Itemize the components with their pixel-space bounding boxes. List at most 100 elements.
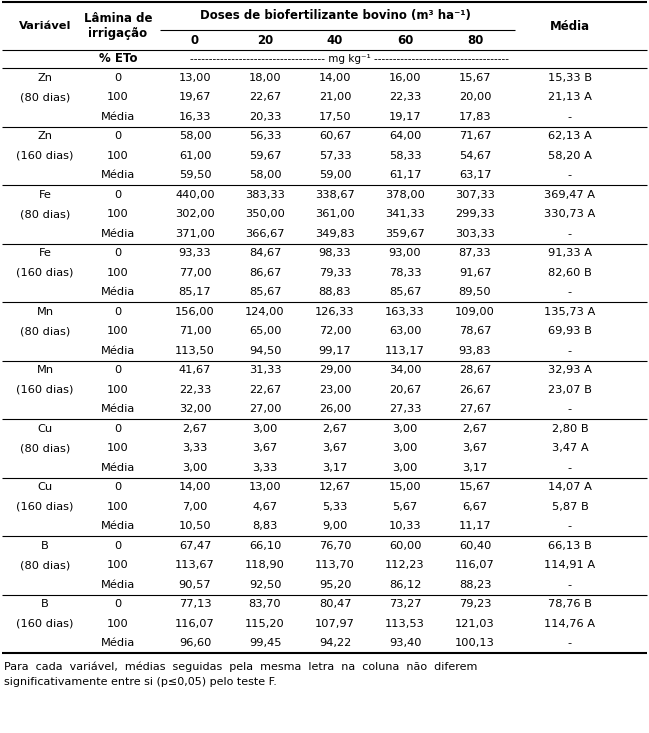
Text: 113,70: 113,70 — [315, 560, 355, 570]
Text: 5,67: 5,67 — [393, 502, 417, 512]
Text: 3,67: 3,67 — [323, 443, 348, 453]
Text: 2,67: 2,67 — [463, 424, 487, 434]
Text: 100: 100 — [107, 151, 129, 161]
Text: 0: 0 — [114, 424, 121, 434]
Text: 371,00: 371,00 — [175, 229, 215, 239]
Text: Variável: Variável — [19, 21, 71, 31]
Text: 0: 0 — [114, 482, 121, 493]
Text: 302,00: 302,00 — [175, 209, 215, 219]
Text: (160 dias): (160 dias) — [16, 619, 74, 629]
Text: 118,90: 118,90 — [245, 560, 285, 570]
Text: 0: 0 — [114, 306, 121, 317]
Text: (160 dias): (160 dias) — [16, 151, 74, 161]
Text: 341,33: 341,33 — [385, 209, 425, 219]
Text: 156,00: 156,00 — [175, 306, 215, 317]
Text: 100: 100 — [107, 92, 129, 102]
Text: % ETo: % ETo — [99, 53, 137, 65]
Text: Cu: Cu — [38, 482, 53, 493]
Text: 0: 0 — [114, 365, 121, 375]
Text: 0: 0 — [114, 190, 121, 200]
Text: 6,67: 6,67 — [463, 502, 487, 512]
Text: 78,76 B: 78,76 B — [548, 600, 592, 609]
Text: 100,13: 100,13 — [455, 638, 495, 648]
Text: 77,00: 77,00 — [178, 268, 212, 278]
Text: 31,33: 31,33 — [249, 365, 281, 375]
Text: 93,00: 93,00 — [389, 248, 421, 258]
Text: 56,33: 56,33 — [249, 131, 281, 141]
Text: 349,83: 349,83 — [315, 229, 355, 239]
Text: 9,00: 9,00 — [323, 521, 348, 531]
Text: 20,67: 20,67 — [389, 385, 421, 395]
Text: Média: Média — [101, 229, 135, 239]
Text: Para  cada  variável,  médias  seguidas  pela  mesma  letra  na  coluna  não  di: Para cada variável, médias seguidas pela… — [4, 661, 478, 671]
Text: 112,23: 112,23 — [386, 560, 425, 570]
Text: (80 dias): (80 dias) — [20, 560, 70, 570]
Text: 26,00: 26,00 — [319, 405, 351, 414]
Text: Média: Média — [101, 111, 135, 122]
Text: 59,50: 59,50 — [178, 170, 212, 180]
Text: 113,17: 113,17 — [385, 346, 425, 356]
Text: 90,57: 90,57 — [178, 580, 212, 590]
Text: 163,33: 163,33 — [385, 306, 425, 317]
Text: 3,17: 3,17 — [323, 463, 348, 473]
Text: Média: Média — [101, 287, 135, 298]
Text: 359,67: 359,67 — [385, 229, 425, 239]
Text: 3,33: 3,33 — [252, 463, 278, 473]
Text: 3,00: 3,00 — [392, 443, 418, 453]
Text: 76,70: 76,70 — [319, 541, 351, 550]
Text: -: - — [568, 580, 572, 590]
Text: 361,00: 361,00 — [315, 209, 355, 219]
Text: 0: 0 — [114, 541, 121, 550]
Text: 71,67: 71,67 — [459, 131, 491, 141]
Text: 20,33: 20,33 — [249, 111, 281, 122]
Text: 3,00: 3,00 — [392, 463, 418, 473]
Text: -: - — [568, 287, 572, 298]
Text: 107,97: 107,97 — [315, 619, 355, 629]
Text: Média: Média — [101, 580, 135, 590]
Text: 116,07: 116,07 — [455, 560, 495, 570]
Text: -: - — [568, 229, 572, 239]
Text: 93,33: 93,33 — [178, 248, 212, 258]
Text: 22,33: 22,33 — [389, 92, 421, 102]
Text: 98,33: 98,33 — [319, 248, 351, 258]
Text: 440,00: 440,00 — [175, 190, 215, 200]
Text: 15,67: 15,67 — [459, 73, 491, 83]
Text: 2,67: 2,67 — [182, 424, 208, 434]
Text: 27,67: 27,67 — [459, 405, 491, 414]
Text: 58,33: 58,33 — [389, 151, 421, 161]
Text: 0: 0 — [114, 248, 121, 258]
Text: 77,13: 77,13 — [178, 600, 212, 609]
Text: -: - — [568, 463, 572, 473]
Text: 5,87 B: 5,87 B — [552, 502, 589, 512]
Text: 16,00: 16,00 — [389, 73, 421, 83]
Text: significativamente entre si (p≤0,05) pelo teste F.: significativamente entre si (p≤0,05) pel… — [4, 677, 277, 687]
Text: Fe: Fe — [38, 248, 51, 258]
Text: 22,67: 22,67 — [249, 385, 281, 395]
Text: 11,17: 11,17 — [459, 521, 491, 531]
Text: B: B — [41, 600, 49, 609]
Text: 22,67: 22,67 — [249, 92, 281, 102]
Text: 113,67: 113,67 — [175, 560, 215, 570]
Text: -: - — [568, 346, 572, 356]
Text: 114,76 A: 114,76 A — [545, 619, 596, 629]
Text: 3,17: 3,17 — [462, 463, 487, 473]
Text: 66,10: 66,10 — [249, 541, 281, 550]
Text: 18,00: 18,00 — [249, 73, 281, 83]
Text: 0: 0 — [114, 600, 121, 609]
Text: Média: Média — [101, 638, 135, 648]
Text: 14,00: 14,00 — [178, 482, 212, 493]
Text: 86,12: 86,12 — [389, 580, 421, 590]
Text: 21,00: 21,00 — [319, 92, 351, 102]
Text: 3,00: 3,00 — [392, 424, 418, 434]
Text: 65,00: 65,00 — [249, 326, 281, 336]
Text: 93,40: 93,40 — [389, 638, 421, 648]
Text: 100: 100 — [107, 326, 129, 336]
Text: 62,13 A: 62,13 A — [548, 131, 592, 141]
Text: 57,33: 57,33 — [319, 151, 351, 161]
Text: 19,17: 19,17 — [389, 111, 421, 122]
Text: 17,50: 17,50 — [319, 111, 351, 122]
Text: (160 dias): (160 dias) — [16, 502, 74, 512]
Text: 115,20: 115,20 — [245, 619, 285, 629]
Text: 5,33: 5,33 — [323, 502, 348, 512]
Text: 27,00: 27,00 — [249, 405, 281, 414]
